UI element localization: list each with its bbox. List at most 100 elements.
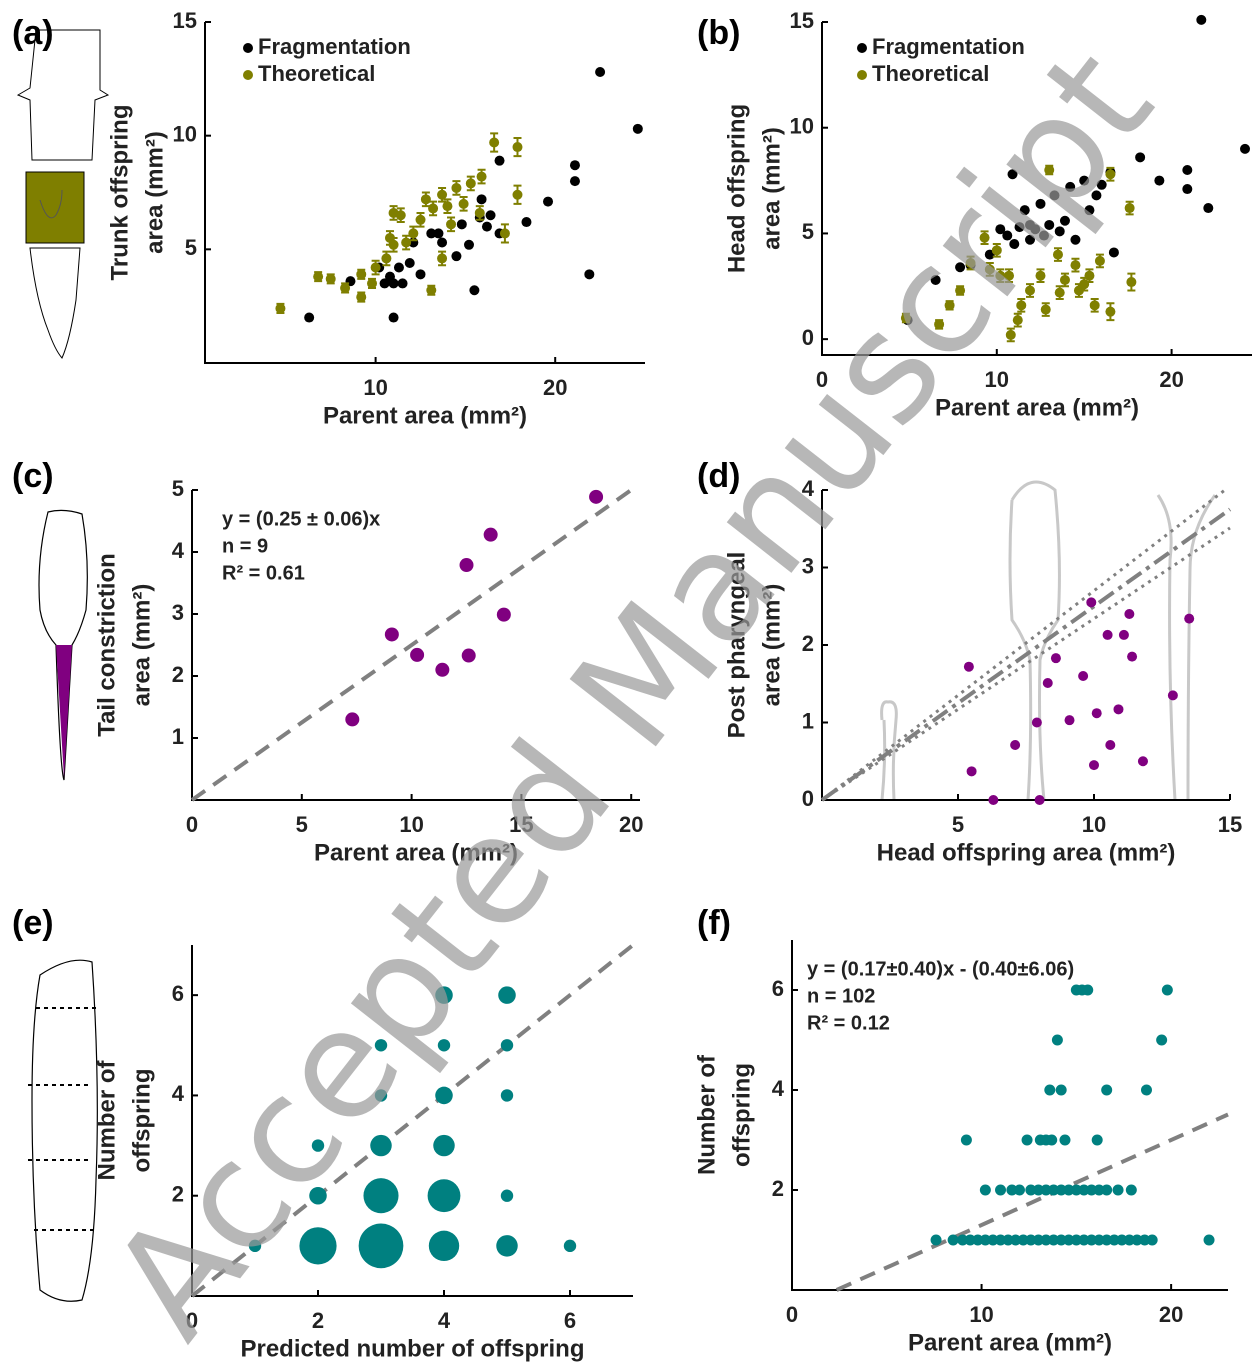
point: [397, 278, 408, 289]
bubble: [500, 1039, 514, 1052]
point: [1070, 234, 1081, 245]
point: [1108, 1234, 1120, 1246]
point: [388, 278, 399, 289]
point: [944, 300, 955, 311]
point: [1042, 677, 1053, 688]
point: [972, 1234, 984, 1246]
point: [979, 232, 990, 243]
point: [1079, 279, 1090, 290]
bubble: [309, 1186, 327, 1205]
point: [464, 239, 474, 250]
point: [1126, 277, 1137, 288]
point: [1050, 653, 1061, 664]
series: [248, 986, 577, 1269]
y-tick-label: 5: [185, 235, 197, 260]
series: [900, 164, 1137, 343]
point: [1010, 739, 1021, 750]
point: [1034, 795, 1045, 805]
annotation: n = 9: [222, 535, 268, 557]
point: [469, 285, 480, 296]
point: [1086, 1184, 1098, 1196]
point: [1105, 306, 1116, 317]
point: [1167, 690, 1178, 701]
point: [1094, 255, 1105, 266]
y-tick-label: 5: [172, 476, 184, 501]
point: [521, 217, 532, 228]
point: [1127, 651, 1138, 662]
fit-line: [820, 507, 1232, 802]
point: [384, 627, 399, 642]
x-tick-label: 20: [1159, 1302, 1183, 1327]
bubble: [370, 1134, 392, 1157]
x-axis-label: Parent area (mm²): [908, 1329, 1112, 1356]
point: [408, 228, 419, 239]
point: [988, 795, 999, 805]
bubble: [500, 1189, 514, 1202]
point: [1203, 1234, 1215, 1246]
point: [410, 647, 425, 662]
point: [404, 257, 415, 268]
point: [1063, 1234, 1075, 1246]
point: [1007, 169, 1018, 180]
point: [1124, 609, 1135, 619]
point: [1044, 1084, 1056, 1096]
series: [930, 984, 1215, 1246]
x-tick-label: 6: [564, 1308, 576, 1333]
point: [415, 269, 426, 280]
point: [1182, 184, 1193, 195]
point: [1240, 143, 1251, 154]
point: [483, 527, 498, 542]
y-tick-label: 6: [772, 976, 784, 1001]
point: [1059, 1134, 1071, 1146]
point: [1082, 984, 1094, 996]
point: [1096, 179, 1107, 190]
point: [1102, 629, 1113, 640]
point: [1017, 1234, 1029, 1246]
point: [1140, 1084, 1152, 1096]
bubble: [435, 986, 453, 1004]
point: [340, 282, 351, 293]
x-tick-label: 20: [543, 375, 567, 400]
y-tick-label: 15: [173, 8, 197, 33]
x-tick-label: 0: [186, 1308, 198, 1333]
point: [356, 292, 367, 303]
point: [995, 270, 1006, 281]
point: [963, 661, 974, 672]
bubble: [433, 1134, 455, 1157]
point: [304, 312, 315, 323]
x-axis-label: Parent area (mm²): [314, 839, 518, 866]
point: [1009, 239, 1020, 249]
point: [437, 237, 448, 248]
panel-label: (c): [12, 457, 54, 495]
point: [1046, 1134, 1058, 1146]
y-tick-label: 1: [172, 724, 184, 749]
y-tick-label: 2: [772, 1176, 784, 1201]
point: [569, 160, 580, 171]
point: [388, 312, 399, 323]
fit-line: [821, 526, 1231, 802]
point: [1005, 329, 1016, 340]
point: [461, 648, 476, 663]
x-tick-label: 10: [363, 375, 387, 400]
x-axis-label: Parent area (mm²): [323, 402, 527, 429]
panel-label: (f): [697, 904, 731, 942]
point: [1070, 1184, 1082, 1196]
point: [1101, 1184, 1113, 1196]
point: [1070, 1234, 1082, 1246]
point: [485, 210, 496, 221]
y-axis-label: Post pharyngeal: [723, 552, 750, 739]
point: [1059, 274, 1070, 285]
point: [947, 1234, 959, 1246]
point: [446, 219, 457, 230]
point: [1105, 739, 1116, 750]
y-axis-label: area (mm²): [128, 584, 155, 707]
point: [435, 662, 450, 677]
point: [955, 262, 966, 273]
bubble: [435, 1086, 453, 1105]
point: [370, 262, 381, 273]
y-axis-label: Trunk offspring: [106, 105, 133, 281]
point: [1196, 14, 1207, 25]
point: [957, 1234, 969, 1246]
x-tick-label: 20: [619, 812, 643, 837]
point: [456, 219, 467, 230]
